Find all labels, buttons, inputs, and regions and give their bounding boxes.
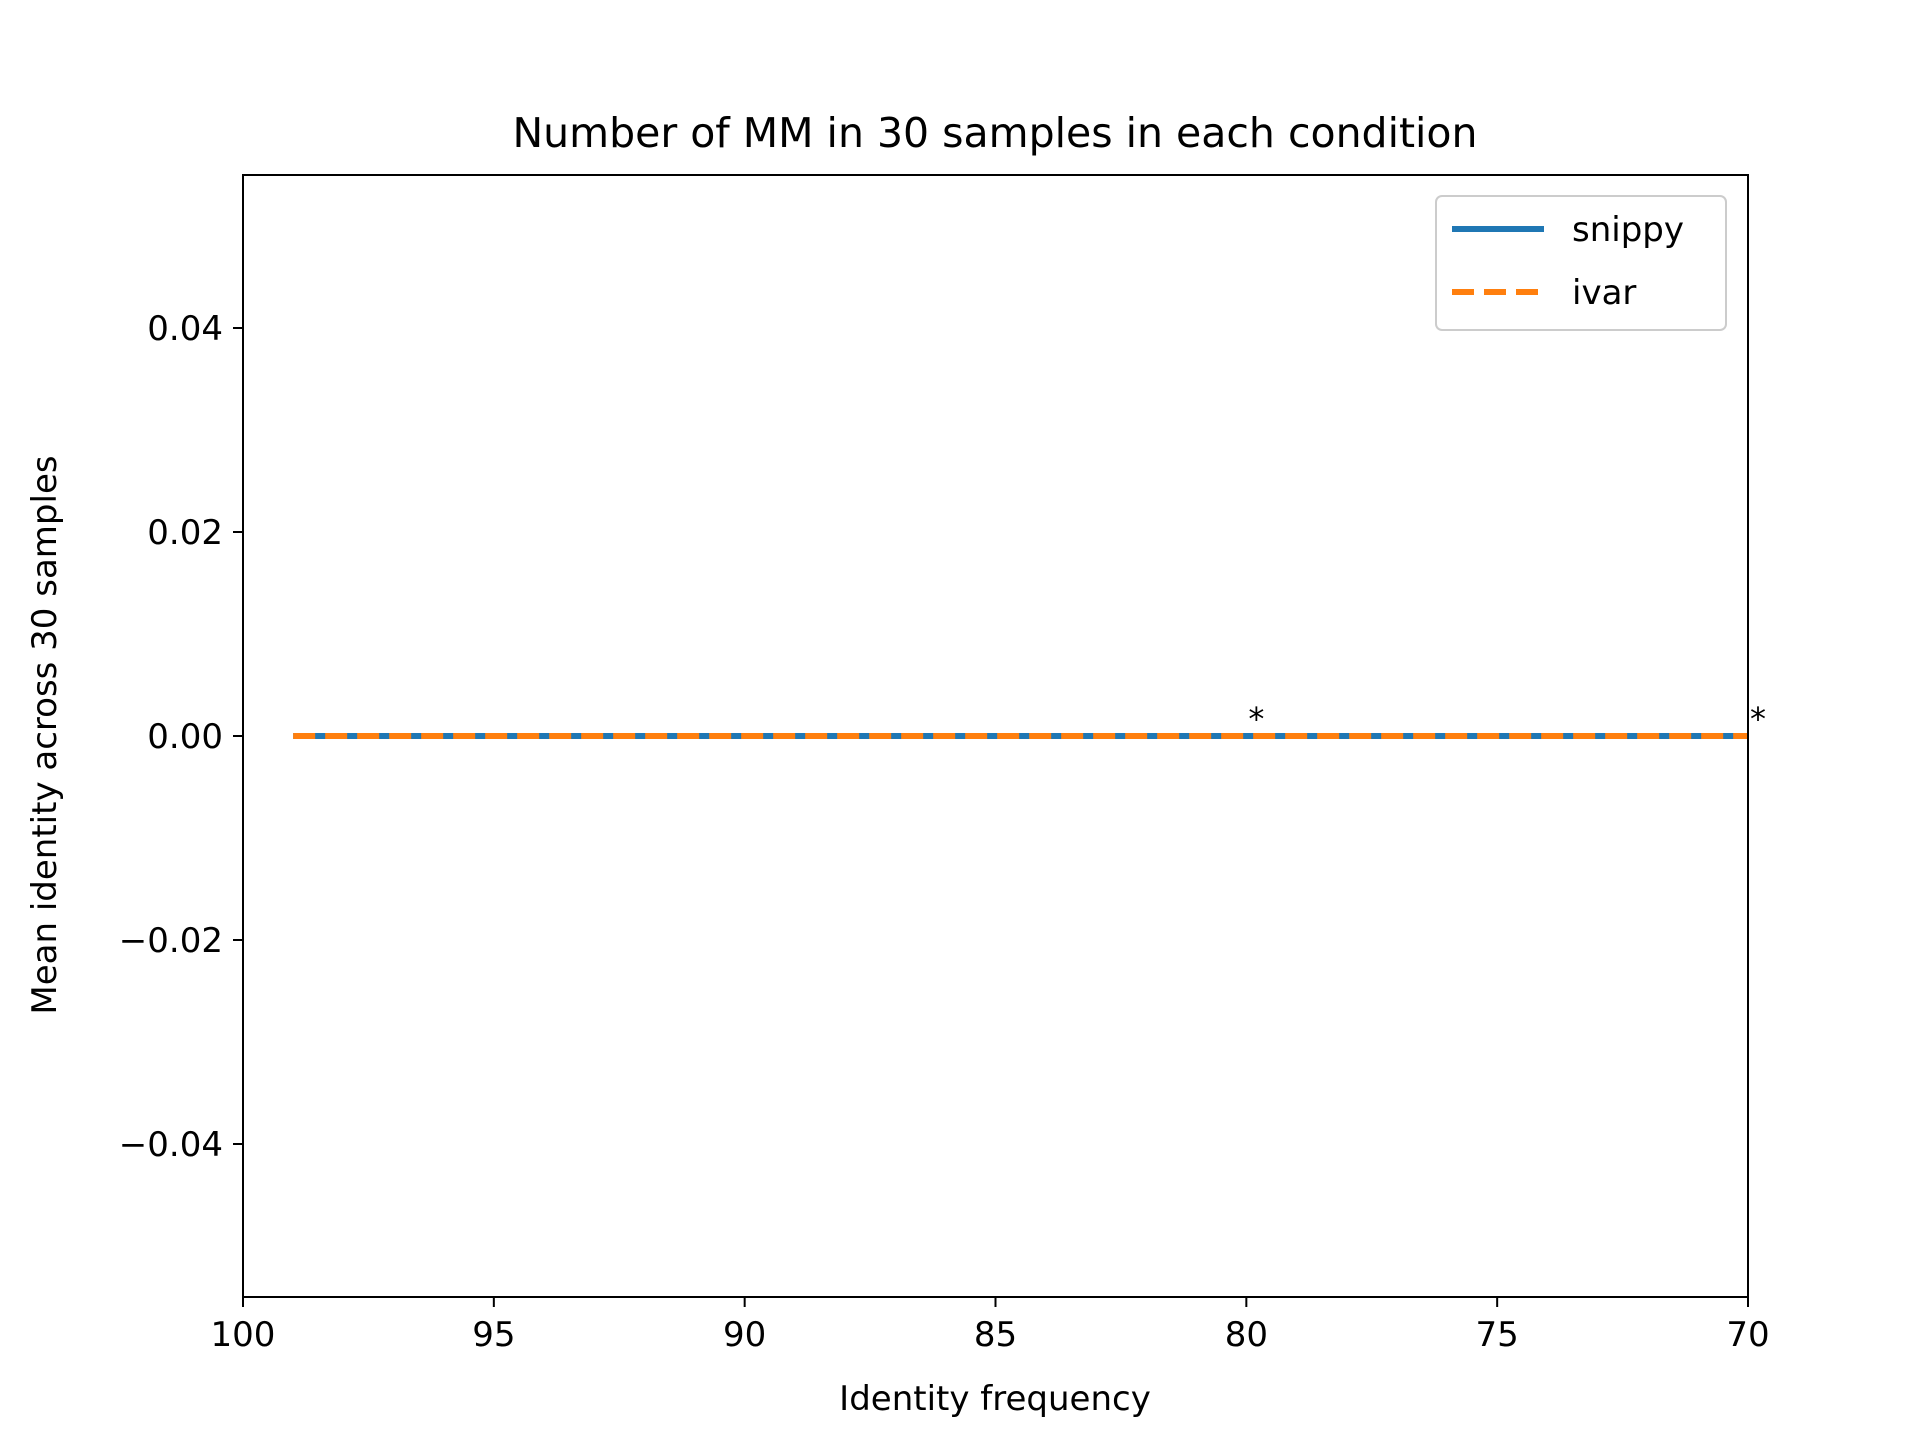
y-tick-label: 0.04 <box>147 309 223 349</box>
x-tick-label: 85 <box>974 1315 1017 1355</box>
x-tick-label: 80 <box>1225 1315 1268 1355</box>
annotation-layer: * * <box>1248 700 1766 738</box>
legend: snippy ivar <box>1435 195 1727 331</box>
x-tick-label: 100 <box>211 1315 276 1355</box>
x-tick-label: 90 <box>723 1315 766 1355</box>
y-axis-label: Mean identity across 30 samples <box>25 455 65 1014</box>
y-tick-label: −0.02 <box>119 921 223 961</box>
x-axis-label: Identity frequency <box>839 1379 1151 1419</box>
y-tick-label: −0.04 <box>119 1125 223 1165</box>
annotation-asterisk: * <box>1750 700 1766 738</box>
y-tick-label: 0.00 <box>147 717 223 757</box>
legend-label-ivar: ivar <box>1572 273 1636 313</box>
x-tick-label: 70 <box>1726 1315 1769 1355</box>
chart-title: Number of MM in 30 samples in each condi… <box>512 109 1477 157</box>
y-tick-label: 0.02 <box>147 513 223 553</box>
x-tick-label: 75 <box>1476 1315 1519 1355</box>
y-axis: 0.04 0.02 0.00 −0.02 −0.04 <box>119 309 243 1165</box>
legend-label-snippy: snippy <box>1572 210 1684 250</box>
x-axis: 100 95 90 85 80 75 70 <box>211 1297 1770 1355</box>
x-tick-label: 95 <box>472 1315 515 1355</box>
annotation-asterisk: * <box>1248 700 1264 738</box>
